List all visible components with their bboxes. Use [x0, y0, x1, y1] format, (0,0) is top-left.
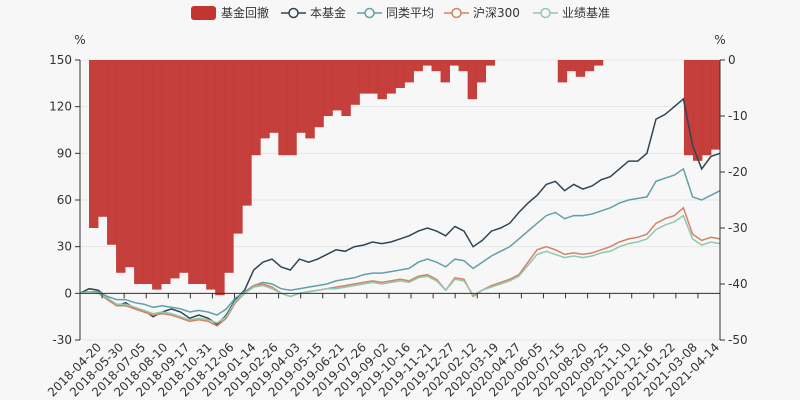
y-right-tick-label-5: -50 — [728, 333, 748, 347]
drawdown-bar-9 — [161, 60, 171, 284]
legend-item-drawdown[interactable]: 基金回撤 — [191, 5, 269, 20]
drawdown-bar-27 — [323, 60, 333, 116]
drawdown-bar-33 — [377, 60, 387, 100]
drawdown-bar-32 — [368, 60, 378, 94]
left-axis-unit: % — [74, 33, 85, 47]
drawdown-bar-41 — [449, 60, 459, 66]
drawdown-bar-1 — [89, 60, 99, 228]
legend-label-drawdown: 基金回撤 — [221, 5, 269, 20]
y-left-tick-label-4: 30 — [57, 240, 72, 254]
drawdown-bar-36 — [404, 60, 414, 83]
legend-label-benchmark: 业绩基准 — [562, 6, 610, 20]
legend-label-hs300: 沪深300 — [473, 6, 520, 20]
drawdown-bar-29 — [341, 60, 351, 116]
drawdown-bar-54 — [566, 60, 577, 72]
drawdown-bar-12 — [188, 60, 198, 284]
drawdown-bar-24 — [296, 60, 306, 133]
drawdown-bar-43 — [467, 60, 478, 100]
y-left-tick-label-3: 60 — [57, 193, 72, 207]
series-line-1 — [79, 167, 721, 316]
drawdown-bar-11 — [179, 60, 189, 273]
drawdown-bar-16 — [224, 60, 234, 273]
drawdown-bar-25 — [305, 60, 315, 139]
drawdown-bar-45 — [485, 60, 496, 66]
drawdown-bar-23 — [287, 60, 297, 156]
legend-marker-hs300 — [451, 7, 462, 19]
legend-marker-benchmark — [540, 7, 551, 19]
drawdown-bar-44 — [476, 60, 487, 83]
drawdown-bar-69 — [701, 60, 712, 156]
y-right-tick-label-3: -30 — [728, 221, 748, 235]
y-left-tick-label-0: 150 — [49, 53, 72, 67]
y-right-tick-label-2: -20 — [728, 165, 748, 179]
y-right-tick-label-1: -10 — [728, 109, 748, 123]
drawdown-bar-18 — [242, 60, 252, 206]
drawdown-bar-53 — [557, 60, 568, 83]
legend-label-fund: 本基金 — [310, 5, 346, 20]
drawdown-bar-8 — [152, 60, 162, 290]
series-line-3 — [79, 214, 721, 324]
legend-marker-fund — [288, 7, 299, 19]
drawdown-bar-4 — [116, 60, 126, 273]
drawdown-bar-20 — [260, 60, 270, 139]
drawdown-bar-28 — [332, 60, 342, 111]
drawdown-bar-40 — [440, 60, 450, 83]
drawdown-bar-3 — [107, 60, 117, 245]
drawdown-bar-34 — [386, 60, 396, 94]
drawdown-bar-30 — [350, 60, 360, 105]
series-line-2 — [79, 206, 721, 327]
y-left-tick-label-1: 120 — [49, 100, 72, 114]
drawdown-bar-10 — [170, 60, 180, 279]
y-left-tick-label-5: 0 — [64, 286, 72, 300]
plot-area: 1501209060300-300-10-20-30-40-502018-04-… — [45, 53, 748, 399]
drawdown-bar-67 — [683, 60, 694, 156]
legend-item-fund[interactable]: 本基金 — [281, 5, 346, 20]
drawdown-bar-6 — [134, 60, 144, 284]
drawdown-bar-17 — [233, 60, 243, 234]
legend-item-benchmark[interactable]: 业绩基准 — [533, 6, 610, 20]
drawdown-bar-5 — [125, 60, 135, 268]
drawdown-bar-15 — [215, 60, 225, 296]
drawdown-bar-70 — [710, 60, 721, 150]
y-right-tick-label-4: -40 — [728, 277, 748, 291]
drawdown-bar-38 — [422, 60, 432, 66]
drawdown-bar-68 — [692, 60, 703, 161]
legend-item-peer-avg[interactable]: 同类平均 — [357, 6, 434, 20]
drawdown-bar-39 — [431, 60, 441, 72]
series-line-0 — [79, 97, 721, 326]
drawdown-bar-7 — [143, 60, 153, 284]
drawdown-bar-13 — [197, 60, 207, 284]
drawdown-bar-55 — [575, 60, 586, 77]
legend-marker-peer-avg — [364, 7, 375, 19]
y-right-tick-label-0: 0 — [728, 53, 736, 67]
legend: 基金回撤 本基金 同类平均 沪深300 业绩基准 — [191, 5, 610, 20]
legend-label-peer-avg: 同类平均 — [386, 6, 434, 20]
drawdown-bar-57 — [593, 60, 604, 66]
drawdown-bar-21 — [269, 60, 279, 133]
y-left-tick-label-6: -30 — [52, 333, 72, 347]
drawdown-bar-22 — [278, 60, 288, 156]
y-left-tick-label-2: 90 — [57, 146, 72, 160]
right-axis-unit: % — [714, 33, 725, 47]
drawdown-bar-26 — [314, 60, 324, 128]
legend-item-hs300[interactable]: 沪深300 — [444, 6, 520, 20]
legend-swatch-drawdown — [191, 6, 216, 20]
drawdown-bar-37 — [413, 60, 423, 72]
drawdown-bar-35 — [395, 60, 405, 88]
drawdown-bar-19 — [251, 60, 261, 156]
drawdown-bar-2 — [98, 60, 108, 217]
drawdown-bar-14 — [206, 60, 216, 290]
drawdown-bar-31 — [359, 60, 369, 94]
drawdown-bar-56 — [584, 60, 595, 72]
drawdown-bar-42 — [458, 60, 469, 72]
